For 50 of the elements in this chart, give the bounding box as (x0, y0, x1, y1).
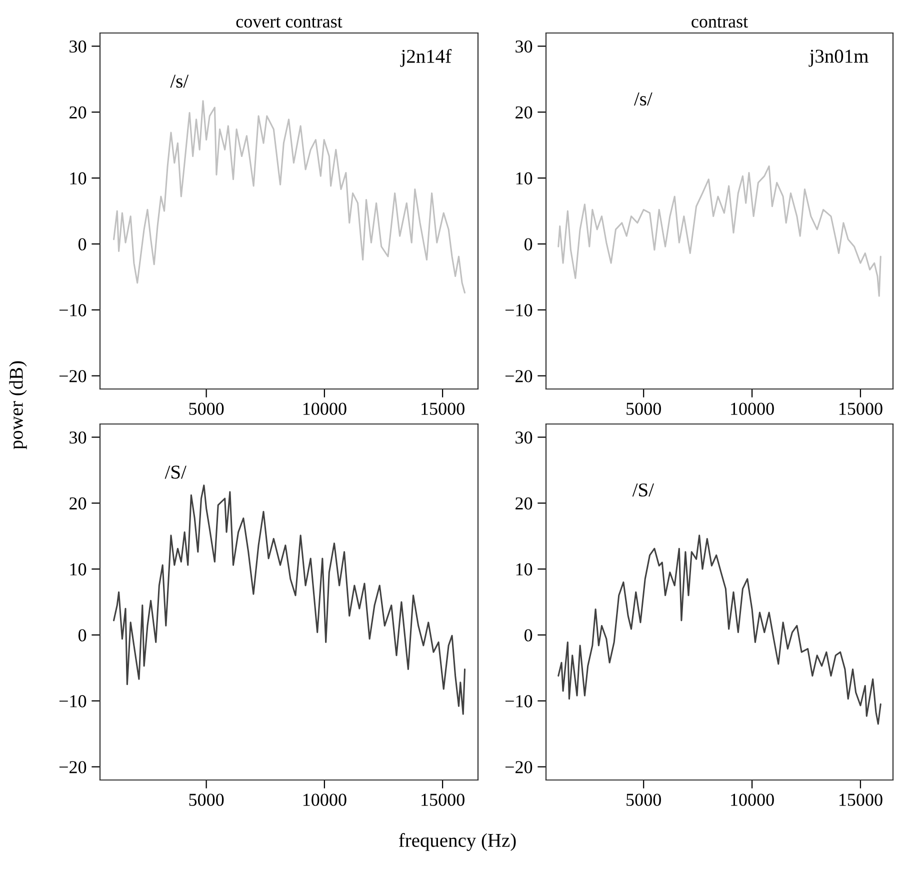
y-tick-label: 30 (516, 431, 532, 444)
y-tick-label: 10 (516, 172, 532, 184)
line-series (113, 100, 466, 294)
x-tick-label: 10000 (731, 402, 774, 415)
y-tick-label: 10 (70, 172, 86, 184)
y-tick-label: 0 (524, 629, 532, 642)
annotation: j3n01m (808, 50, 868, 67)
annotation: /s/ (170, 74, 189, 88)
chart-title: covert contrast (236, 17, 342, 28)
y-tick-label: 0 (78, 238, 86, 250)
y-tick-label: 30 (516, 40, 532, 53)
x-tick-label: 15000 (839, 794, 882, 806)
x-axis-title: frequency (Hz) (398, 833, 516, 851)
y-tick-label: −10 (59, 304, 86, 316)
line-series (558, 534, 882, 725)
x-tick-label: 15000 (422, 402, 464, 415)
y-tick-label: 0 (78, 629, 86, 642)
y-tick-label: 10 (516, 563, 532, 576)
y-tick-label: 20 (70, 106, 86, 119)
annotation: /S/ (632, 483, 654, 497)
y-axis-title: power (dB) (9, 361, 27, 450)
annotation: /s/ (634, 92, 652, 106)
y-tick-label: −10 (505, 304, 532, 316)
x-tick-label: 15000 (422, 794, 464, 806)
x-tick-label: 5000 (189, 402, 224, 415)
x-tick-label: 5000 (189, 794, 224, 806)
y-tick-label: −20 (505, 761, 532, 774)
x-tick-label: 10000 (731, 794, 774, 806)
y-tick-label: −10 (59, 695, 86, 708)
y-tick-label: 20 (516, 106, 532, 119)
y-tick-label: −20 (59, 370, 86, 382)
x-tick-label: 5000 (626, 402, 661, 415)
x-tick-label: 10000 (303, 402, 346, 415)
y-tick-label: −20 (59, 761, 86, 774)
y-tick-label: 10 (70, 563, 86, 576)
y-tick-label: 0 (524, 238, 532, 250)
annotation: /S/ (164, 466, 186, 479)
y-tick-label: 20 (70, 497, 86, 510)
chart-title: contrast (692, 17, 748, 28)
y-tick-label: −20 (505, 370, 532, 382)
line-series (558, 165, 882, 297)
y-tick-label: 30 (70, 431, 86, 444)
annotation: j2n14f (400, 49, 452, 67)
x-tick-label: 10000 (303, 794, 346, 806)
y-tick-label: 20 (516, 497, 532, 510)
x-tick-label: 5000 (626, 794, 661, 806)
y-tick-label: 30 (70, 40, 86, 53)
y-tick-label: −10 (505, 695, 532, 708)
line-series (113, 484, 466, 715)
x-tick-label: 15000 (839, 402, 882, 415)
